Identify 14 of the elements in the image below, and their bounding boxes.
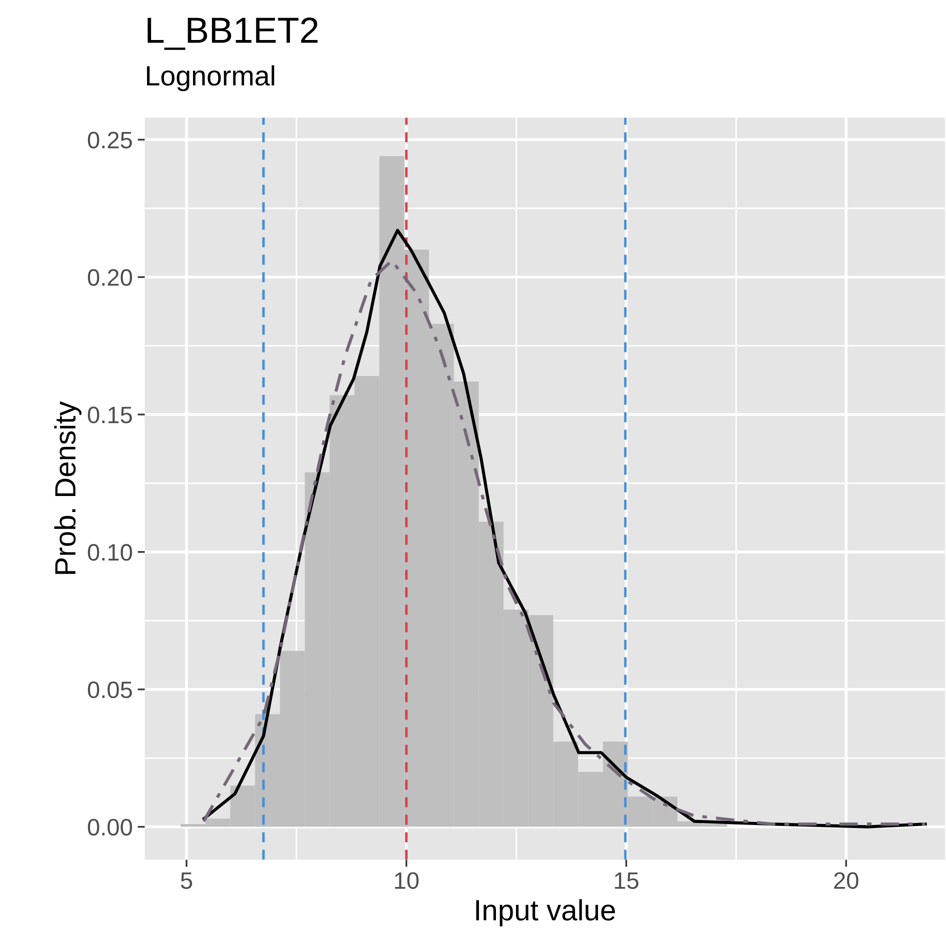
x-tick-label: 5 <box>180 872 192 889</box>
y-axis-title: Prob. Density <box>54 401 82 574</box>
chart-subtitle: Lognormal <box>147 65 274 92</box>
y-tick-label: 0.25 <box>88 132 132 148</box>
x-axis-title: Input value <box>476 899 615 926</box>
x-tick-label: 10 <box>395 872 419 889</box>
x-tick-label: 20 <box>834 872 858 889</box>
y-tick-label: 0.00 <box>88 818 132 836</box>
y-tick-label: 0.20 <box>88 269 132 286</box>
y-tick-label: 0.05 <box>88 681 132 698</box>
y-tick-label: 0.15 <box>88 406 132 424</box>
y-tick-label: 0.10 <box>88 544 132 561</box>
x-tick-label: 15 <box>614 872 638 889</box>
chart-title: L_BB1ET2 <box>148 17 318 50</box>
